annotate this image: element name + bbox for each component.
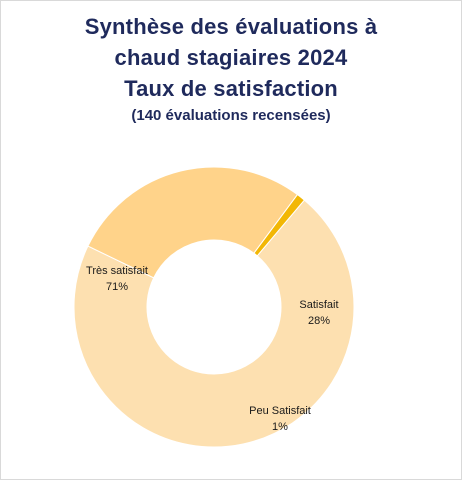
slice-label-peu-satisfait: Peu Satisfait (249, 405, 311, 417)
slice-value-tres-satisfait: 71% (106, 281, 128, 293)
slice-peu-satisfait (253, 193, 306, 257)
chart-title-block: Synthèse des évaluations à chaud stagiai… (1, 11, 461, 126)
slice-label-satisfait: Satisfait (299, 299, 338, 311)
slice-value-satisfait: 28% (308, 315, 330, 327)
slice-value-peu-satisfait: 1% (272, 421, 288, 433)
donut-labels: Très satisfait 71% Satisfait 28% Peu Satisfa… (86, 265, 339, 433)
slice-satisfait (87, 166, 299, 279)
chart-title-line-2: chaud stagiaires 2024 (114, 45, 348, 70)
donut-slices (73, 166, 355, 448)
chart-subtitle: (140 évaluations recensées) (131, 107, 331, 124)
slice-label-tres-satisfait: Très satisfait (86, 265, 148, 277)
chart-title-line-1: Synthèse des évaluations à (84, 14, 378, 39)
chart-title-line-3: Taux de satisfaction (124, 76, 338, 101)
slice-tres-satisfait (73, 199, 355, 448)
